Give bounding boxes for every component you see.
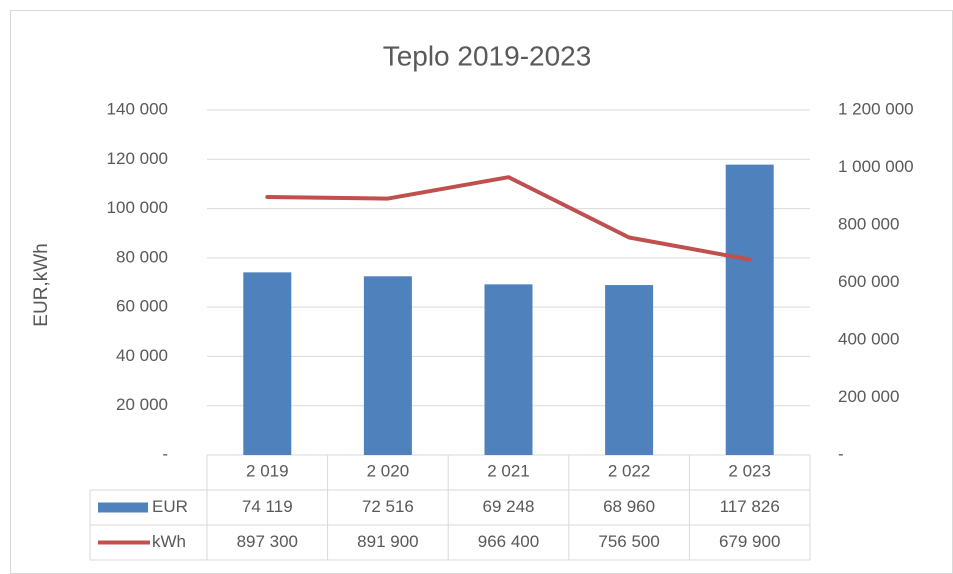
y-tick-label: 140 000 (107, 99, 168, 118)
y2-tick-label: 1 200 000 (838, 99, 914, 118)
y-tick-label: 40 000 (116, 346, 168, 365)
legend-label: kWh (152, 532, 186, 551)
bar (484, 284, 533, 455)
bar (605, 285, 654, 455)
table-value: 966 400 (478, 532, 539, 551)
y-axis-title: EUR,kWh (31, 243, 52, 326)
x-tick-label: 2 022 (608, 461, 651, 480)
bar (363, 276, 412, 455)
y-tick-label: 20 000 (116, 395, 168, 414)
legend-swatch (98, 502, 148, 513)
chart-title: Teplo 2019-2023 (383, 40, 592, 71)
table-value: 756 500 (598, 532, 659, 551)
y2-tick-label: 600 000 (838, 272, 899, 291)
legend-label: EUR (152, 497, 188, 516)
y2-tick-label: 1 000 000 (838, 157, 914, 176)
y-tick-label: 120 000 (107, 149, 168, 168)
line (265, 175, 752, 262)
y-tick-label: 80 000 (116, 247, 168, 266)
table-value: 68 960 (603, 497, 655, 516)
x-tick-label: 2 021 (487, 461, 530, 480)
y2-tick-label: 800 000 (838, 214, 899, 233)
y-tick-label: 60 000 (116, 297, 168, 316)
table-value: 117 826 (720, 497, 780, 516)
y2-tick-label: - (838, 444, 844, 463)
bar (243, 272, 292, 455)
bar (725, 164, 774, 455)
y-tick-label: - (162, 444, 168, 463)
table-value: 69 248 (483, 497, 535, 516)
y-tick-label: 100 000 (107, 198, 168, 217)
x-tick-label: 2 023 (728, 461, 771, 480)
table-value: 897 300 (237, 532, 298, 551)
y2-tick-label: 200 000 (838, 387, 899, 406)
y2-tick-label: 400 000 (838, 329, 899, 348)
chart-border (10, 10, 953, 574)
x-tick-label: 2 020 (367, 461, 410, 480)
table-value: 74 119 (242, 497, 293, 516)
table-value: 72 516 (362, 497, 414, 516)
table-value: 679 900 (719, 532, 780, 551)
x-tick-label: 2 019 (246, 461, 289, 480)
table-value: 891 900 (357, 532, 418, 551)
